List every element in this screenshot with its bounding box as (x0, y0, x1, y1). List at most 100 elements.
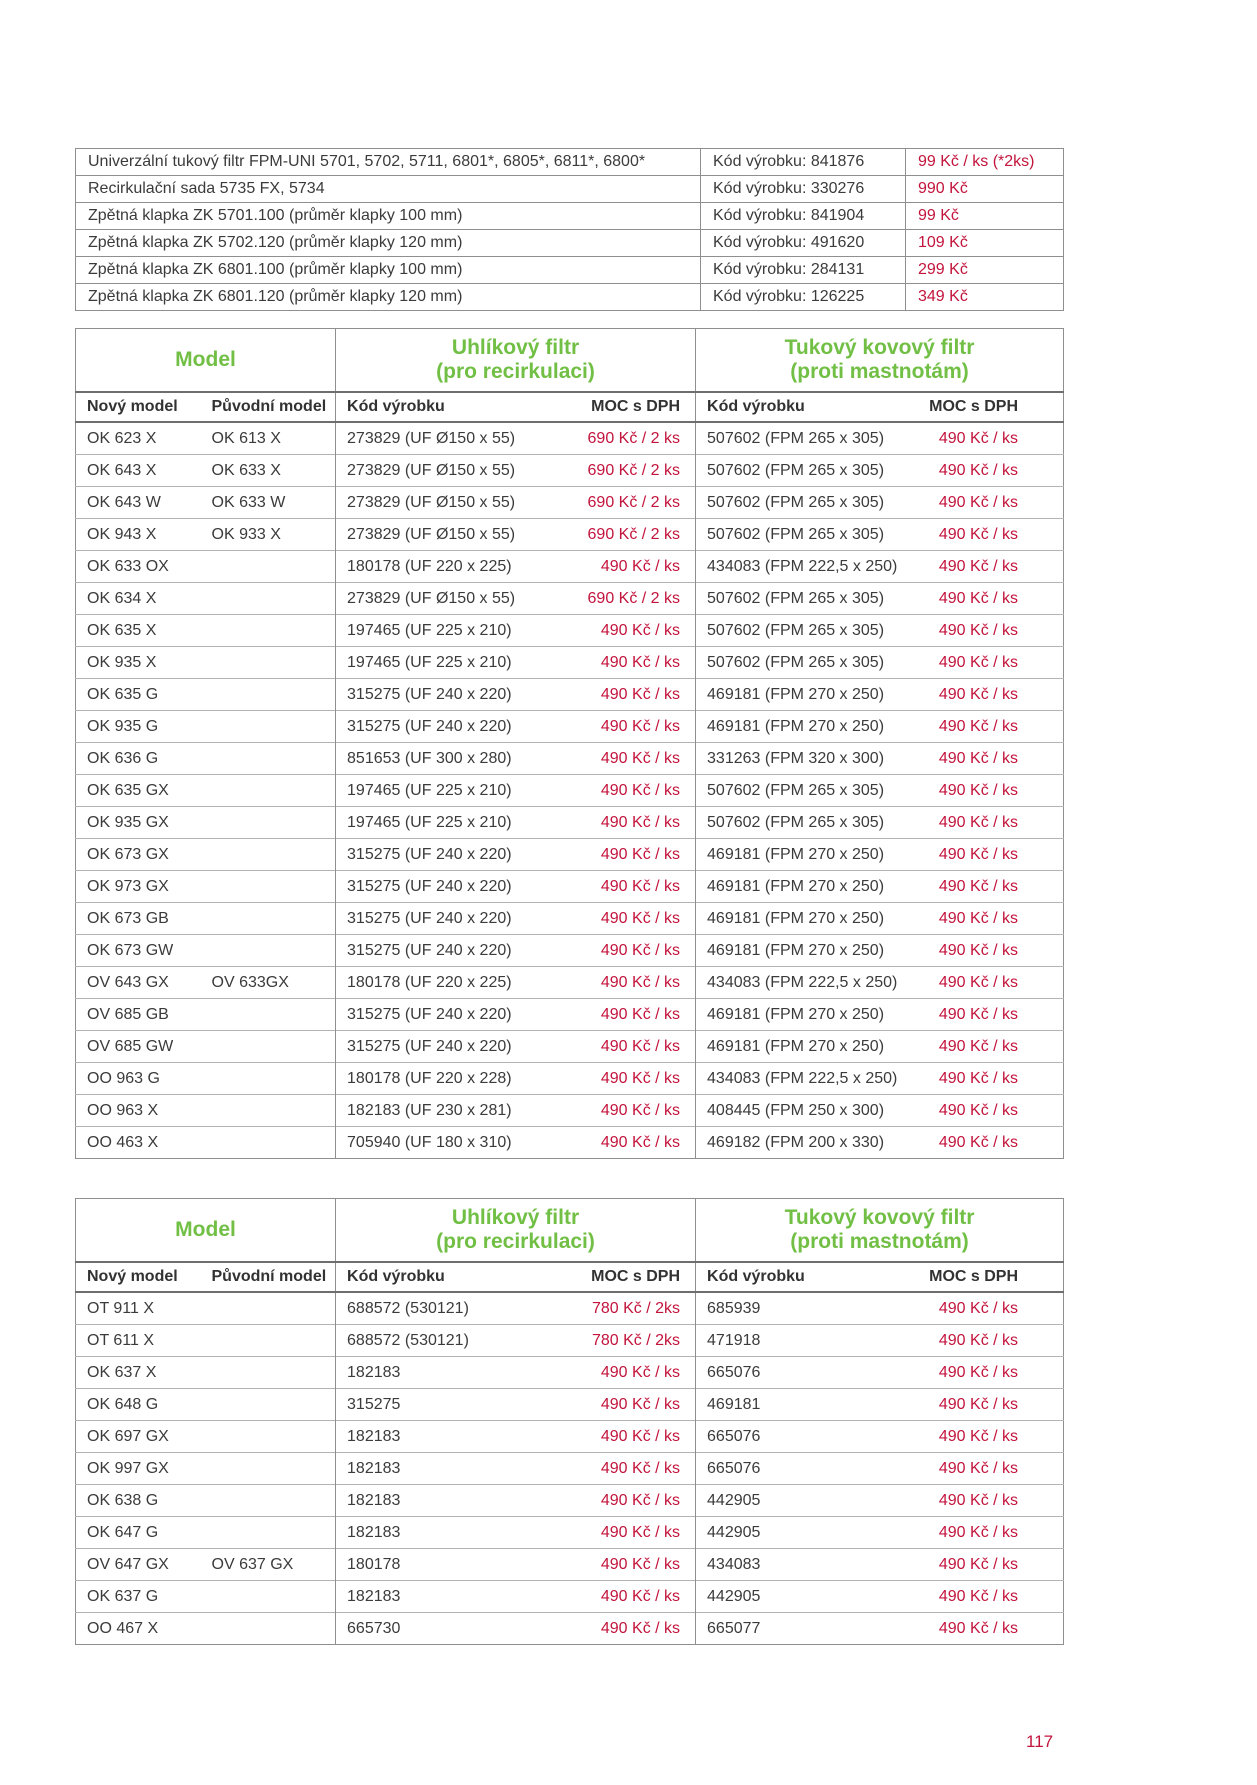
cell-new-model: OK 973 GX (75, 870, 201, 903)
cell-carbon-price: 490 Kč / ks (560, 742, 696, 775)
cell-grease-code: 471918 (695, 1324, 921, 1357)
model-row: OK 636 G 851653 (UF 300 x 280) 490 Kč / … (75, 742, 1064, 775)
cell-grease-code: 507602 (FPM 265 x 305) (695, 582, 921, 615)
col-carbon-code: Kód výrobku (335, 1262, 561, 1293)
model-group-title: Model (75, 328, 336, 393)
cell-carbon-price: 490 Kč / ks (560, 1612, 696, 1645)
cell-grease-code: 469181 (FPM 270 x 250) (695, 710, 921, 743)
cell-carbon-code: 665730 (335, 1612, 561, 1645)
cell-new-model: OK 673 GB (75, 902, 201, 935)
cell-grease-price: 490 Kč / ks (920, 710, 1064, 743)
cell-grease-code: 507602 (FPM 265 x 305) (695, 806, 921, 839)
cell-new-model: OV 685 GW (75, 1030, 201, 1063)
col-grease-price: MOC s DPH (920, 392, 1064, 423)
cell-carbon-price: 490 Kč / ks (560, 966, 696, 999)
model-row: OK 635 X 197465 (UF 225 x 210) 490 Kč / … (75, 614, 1064, 647)
cell-grease-price: 490 Kč / ks (920, 870, 1064, 903)
cell-carbon-price: 690 Kč / 2 ks (560, 454, 696, 487)
model-row: OK 623 X OK 613 X 273829 (UF Ø150 x 55) … (75, 421, 1064, 455)
catalog-page: Univerzální tukový filtr FPM-UNI 5701, 5… (75, 0, 1065, 1645)
model-row: OT 911 X 688572 (530121) 780 Kč / 2ks 68… (75, 1291, 1064, 1325)
model-row: OO 963 G 180178 (UF 220 x 228) 490 Kč / … (75, 1062, 1064, 1095)
col-grease-price: MOC s DPH (920, 1262, 1064, 1293)
cell-grease-price: 490 Kč / ks (920, 902, 1064, 935)
cell-new-model: OK 673 GX (75, 838, 201, 871)
cell-carbon-code: 182183 (UF 230 x 281) (335, 1094, 561, 1127)
cell-grease-code: 434083 (FPM 222,5 x 250) (695, 966, 921, 999)
cell-old-model (200, 550, 336, 583)
cell-carbon-code: 182183 (335, 1420, 561, 1453)
cell-grease-price: 490 Kč / ks (920, 1484, 1064, 1517)
cell-carbon-price: 490 Kč / ks (560, 838, 696, 871)
cell-carbon-code: 180178 (UF 220 x 225) (335, 550, 561, 583)
accessories-table: Univerzální tukový filtr FPM-UNI 5701, 5… (75, 148, 1064, 311)
cell-carbon-price: 490 Kč / ks (560, 806, 696, 839)
filter-table-1: Model Uhlíkový filtr (pro recirkulaci) T… (75, 328, 1065, 1159)
cell-carbon-code: 180178 (335, 1548, 561, 1581)
cell-grease-price: 490 Kč / ks (920, 1420, 1064, 1453)
cell-old-model: OK 633 W (200, 486, 336, 519)
cell-old-model (200, 678, 336, 711)
cell-carbon-code: 197465 (UF 225 x 210) (335, 646, 561, 679)
col-carbon-price: MOC s DPH (560, 392, 696, 423)
cell-new-model: OK 634 X (75, 582, 201, 615)
cell-new-model: OK 997 GX (75, 1452, 201, 1485)
cell-carbon-price: 490 Kč / ks (560, 550, 696, 583)
col-grease-code: Kód výrobku (695, 1262, 921, 1293)
cell-grease-price: 490 Kč / ks (920, 421, 1064, 455)
model-row: OK 673 GX 315275 (UF 240 x 220) 490 Kč /… (75, 838, 1064, 871)
model-row: OK 935 GX 197465 (UF 225 x 210) 490 Kč /… (75, 806, 1064, 839)
cell-carbon-code: 182183 (335, 1516, 561, 1549)
cell-new-model: OK 635 G (75, 678, 201, 711)
cell-carbon-code: 273829 (UF Ø150 x 55) (335, 582, 561, 615)
cell-grease-code: 408445 (FPM 250 x 300) (695, 1094, 921, 1127)
cell-carbon-code: 315275 (UF 240 x 220) (335, 902, 561, 935)
cell-grease-code: 469181 (FPM 270 x 250) (695, 998, 921, 1031)
cell-carbon-price: 490 Kč / ks (560, 998, 696, 1031)
cell-new-model: OO 963 G (75, 1062, 201, 1095)
cell-old-model (200, 1484, 336, 1517)
accessory-name: Zpětná klapka ZK 6801.120 (průměr klapky… (75, 283, 701, 311)
grease-title-line2: (proti mastnotám) (790, 1230, 969, 1253)
cell-old-model (200, 1030, 336, 1063)
col-new-model: Nový model (75, 392, 201, 423)
cell-grease-code: 469181 (FPM 270 x 250) (695, 1030, 921, 1063)
cell-carbon-price: 780 Kč / 2ks (560, 1291, 696, 1325)
cell-old-model (200, 1356, 336, 1389)
cell-new-model: OK 636 G (75, 742, 201, 775)
cell-grease-code: 434083 (695, 1548, 921, 1581)
accessory-row: Univerzální tukový filtr FPM-UNI 5701, 5… (75, 148, 1064, 176)
cell-new-model: OK 643 W (75, 486, 201, 519)
col-old-model: Původní model (200, 1262, 336, 1293)
cell-old-model (200, 870, 336, 903)
model-row: OK 943 X OK 933 X 273829 (UF Ø150 x 55) … (75, 518, 1064, 551)
cell-grease-price: 490 Kč / ks (920, 486, 1064, 519)
cell-grease-price: 490 Kč / ks (920, 774, 1064, 807)
grease-title-line1: Tukový kovový filtr (784, 1205, 975, 1229)
cell-carbon-price: 490 Kč / ks (560, 1062, 696, 1095)
cell-carbon-price: 490 Kč / ks (560, 678, 696, 711)
cell-grease-code: 469181 (FPM 270 x 250) (695, 902, 921, 935)
cell-carbon-price: 490 Kč / ks (560, 1548, 696, 1581)
cell-grease-code: 442905 (695, 1484, 921, 1517)
accessory-price: 990 Kč (905, 175, 1064, 203)
accessory-code: Kód výrobku: 491620 (700, 229, 906, 257)
carbon-title-line2: (pro recirkulaci) (436, 360, 595, 383)
cell-old-model (200, 1580, 336, 1613)
model-row: OK 935 G 315275 (UF 240 x 220) 490 Kč / … (75, 710, 1064, 743)
cell-grease-price: 490 Kč / ks (920, 1062, 1064, 1095)
cell-carbon-price: 490 Kč / ks (560, 1126, 696, 1159)
grease-title-line1: Tukový kovový filtr (784, 335, 975, 359)
accessory-price: 99 Kč (905, 202, 1064, 230)
cell-grease-code: 507602 (FPM 265 x 305) (695, 774, 921, 807)
cell-old-model (200, 1062, 336, 1095)
cell-carbon-code: 197465 (UF 225 x 210) (335, 774, 561, 807)
cell-grease-code: 507602 (FPM 265 x 305) (695, 518, 921, 551)
grease-group-title: Tukový kovový filtr (proti mastnotám) (695, 328, 1064, 393)
accessory-code: Kód výrobku: 126225 (700, 283, 906, 311)
model-row: OK 648 G 315275 490 Kč / ks 469181 490 K… (75, 1388, 1064, 1421)
cell-grease-code: 507602 (FPM 265 x 305) (695, 454, 921, 487)
cell-new-model: OV 647 GX (75, 1548, 201, 1581)
cell-old-model: OK 633 X (200, 454, 336, 487)
model-row: OK 997 GX 182183 490 Kč / ks 665076 490 … (75, 1452, 1064, 1485)
